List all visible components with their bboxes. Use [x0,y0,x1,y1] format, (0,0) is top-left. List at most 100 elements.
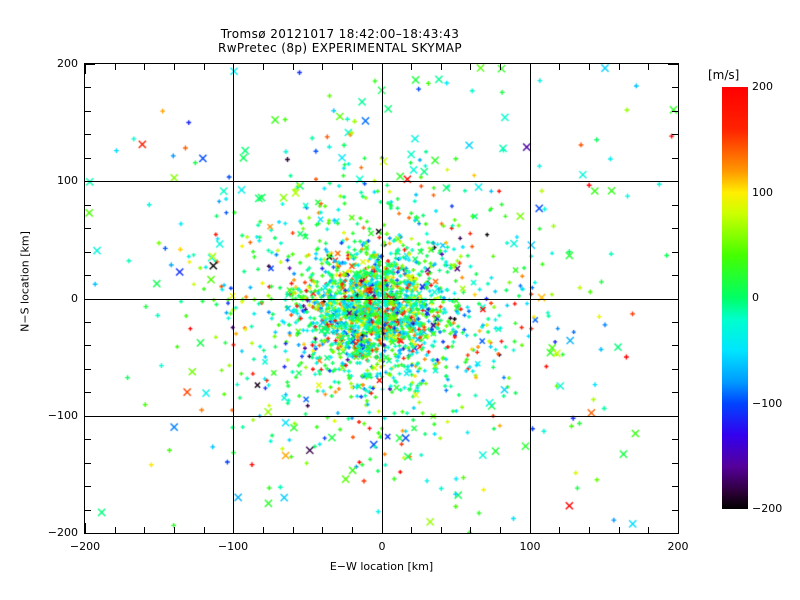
y-axis-tick-label: 200 [57,57,78,70]
y-axis-minor-tick [672,463,678,464]
x-axis-minor-tick [204,64,205,70]
colorbar-gradient [722,87,748,509]
x-axis-minor-tick [174,527,175,533]
x-axis-minor-tick [293,527,294,533]
x-axis-tick-label: −100 [217,540,249,553]
x-axis-minor-tick [144,64,145,70]
x-axis-major-tick [530,64,531,74]
x-axis-major-tick [678,523,679,533]
y-axis-minor-tick [85,392,91,393]
y-axis-minor-tick [672,322,678,323]
y-axis-minor-tick [85,228,91,229]
y-axis-minor-tick [672,158,678,159]
x-axis-title: E−W location [km] [329,560,434,573]
x-axis-minor-tick [589,527,590,533]
y-axis-minor-tick [672,392,678,393]
x-axis-major-tick [530,523,531,533]
gridline-vertical [530,64,531,533]
y-axis-minor-tick [85,252,91,253]
title-line-1: Tromsø 20121017 18:42:00–18:43:43 [220,27,460,41]
y-axis-tick-label: −100 [47,409,78,422]
y-axis-minor-tick [85,275,91,276]
x-axis-major-tick [85,64,86,74]
y-axis-minor-tick [85,158,91,159]
gridline-horizontal [85,299,678,300]
y-axis-minor-tick [672,345,678,346]
y-axis-minor-tick [672,275,678,276]
x-axis-major-tick [382,64,383,74]
x-axis-major-tick [233,64,234,74]
y-axis-major-tick [85,181,95,182]
y-axis-minor-tick [672,510,678,511]
y-axis-major-tick [85,533,95,534]
x-axis-minor-tick [589,64,590,70]
x-axis-minor-tick [115,64,116,70]
y-axis-minor-tick [672,252,678,253]
y-axis-minor-tick [85,111,91,112]
x-axis-minor-tick [411,64,412,70]
x-axis-minor-tick [204,527,205,533]
y-axis-minor-tick [85,87,91,88]
gridline-horizontal [85,181,678,182]
y-axis-minor-tick [85,439,91,440]
figure-title: Tromsø 20121017 18:42:00–18:43:43 RwPret… [0,27,680,55]
y-axis-major-tick [668,299,678,300]
y-axis-minor-tick [672,111,678,112]
x-axis-minor-tick [174,64,175,70]
gridline-horizontal [85,416,678,417]
y-axis-minor-tick [672,205,678,206]
y-axis-minor-tick [85,345,91,346]
colorbar-tick-label: 200 [752,80,773,93]
x-axis-minor-tick [559,64,560,70]
y-axis-minor-tick [85,322,91,323]
plot-area[interactable] [84,63,679,534]
x-axis-major-tick [85,523,86,533]
title-line-2: RwPretec (8p) EXPERIMENTAL SKYMAP [217,41,463,55]
colorbar[interactable] [722,87,748,509]
colorbar-tick-label: −100 [752,397,783,410]
x-axis-minor-tick [352,64,353,70]
x-axis-tick-label: 100 [519,540,541,553]
colorbar-tick-label: 0 [752,291,759,304]
y-axis-major-tick [668,416,678,417]
y-axis-major-tick [85,64,95,65]
scatter-plot-canvas [85,64,678,533]
x-axis-minor-tick [470,64,471,70]
gridline-vertical [233,64,234,533]
colorbar-tick-label: −200 [752,502,783,515]
x-axis-tick-label: 0 [378,540,386,553]
x-axis-tick-label: 200 [667,540,689,553]
x-axis-tick-label: −200 [69,540,101,553]
y-axis-major-tick [668,64,678,65]
x-axis-minor-tick [500,527,501,533]
x-axis-minor-tick [470,527,471,533]
x-axis-minor-tick [441,64,442,70]
x-axis-minor-tick [441,527,442,533]
x-axis-major-tick [233,523,234,533]
y-axis-minor-tick [85,369,91,370]
x-axis-minor-tick [500,64,501,70]
x-axis-minor-tick [263,527,264,533]
x-axis-minor-tick [352,527,353,533]
x-axis-minor-tick [648,527,649,533]
x-axis-minor-tick [322,527,323,533]
x-axis-minor-tick [648,64,649,70]
x-axis-minor-tick [411,527,412,533]
x-axis-minor-tick [263,64,264,70]
y-axis-minor-tick [672,439,678,440]
y-axis-minor-tick [672,228,678,229]
x-axis-minor-tick [115,527,116,533]
y-axis-tick-label: 100 [57,174,78,187]
y-axis-minor-tick [85,486,91,487]
x-axis-minor-tick [144,527,145,533]
y-axis-minor-tick [85,205,91,206]
x-axis-major-tick [382,523,383,533]
x-axis-minor-tick [293,64,294,70]
x-axis-minor-tick [559,527,560,533]
y-axis-minor-tick [672,87,678,88]
y-axis-minor-tick [672,486,678,487]
y-axis-minor-tick [672,369,678,370]
y-axis-tick-label: −200 [47,526,78,539]
x-axis-minor-tick [619,527,620,533]
